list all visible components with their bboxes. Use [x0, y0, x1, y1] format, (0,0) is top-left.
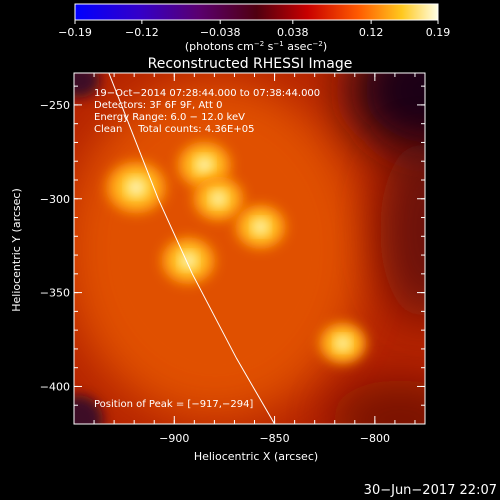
y-tick-label: −250: [40, 99, 70, 112]
dark-region-bottom-left: [74, 395, 103, 424]
source-peak: [337, 337, 349, 349]
image-area: [74, 73, 425, 424]
dark-region-top-right: [350, 73, 425, 160]
colorbar-tick-label: 0.12: [359, 26, 384, 39]
chart-title: Reconstructed RHESSI Image: [148, 56, 353, 72]
y-axis-label: Heliocentric Y (arcsec): [10, 188, 23, 312]
dark-region-top-left: [74, 73, 100, 98]
colorbar-unit-label: (photons cm−2 s−1 asec−2): [185, 40, 327, 53]
colorbar: [74, 3, 439, 21]
y-tick-label: −300: [40, 193, 70, 206]
x-axis-label: Heliocentric X (arcsec): [194, 450, 318, 463]
annotation-peak-position: Position of Peak = [−917,−294]: [94, 399, 253, 410]
colorbar-tick-label: −0.19: [58, 26, 92, 39]
colorbar-tick-label: 0.038: [277, 26, 309, 39]
source-peak: [212, 192, 225, 205]
x-tick-label: −900: [159, 432, 189, 445]
x-tick-label: −850: [259, 432, 289, 445]
dark-region-bottom-right: [330, 380, 425, 424]
source-peak: [198, 158, 211, 172]
colorbar-ticks: −0.19 −0.12 −0.038 0.038 0.12 0.19: [58, 20, 450, 39]
colorbar-tick-label: −0.12: [125, 26, 159, 39]
y-tick-label: −400: [40, 380, 70, 393]
annotation-time-range: 19−Oct−2014 07:28:44.000 to 07:38:44.000: [94, 88, 320, 99]
axis-ticks: −900 −850 −800 −250 −300 −350 −400: [40, 73, 425, 445]
annotation-energy: Energy Range: 6.0 − 12.0 keV: [94, 112, 245, 123]
source-peak: [254, 221, 267, 233]
annotation-detectors: Detectors: 3F 6F 9F, Att 0: [94, 100, 222, 111]
colorbar-tick-label: −0.038: [200, 26, 241, 39]
dark-region-right: [380, 140, 425, 320]
source-layer: [106, 141, 367, 364]
plot-frame: [73, 72, 426, 425]
annotation-method: Clean Total counts: 4.36E+05: [94, 124, 254, 135]
solar-limb: [108, 73, 276, 424]
colorbar-tick-label: 0.19: [426, 26, 451, 39]
y-tick-label: −350: [40, 287, 70, 300]
x-tick-label: −800: [360, 432, 390, 445]
source-peak: [129, 180, 144, 195]
footer-date: 30−Jun−2017 22:07: [364, 483, 497, 498]
